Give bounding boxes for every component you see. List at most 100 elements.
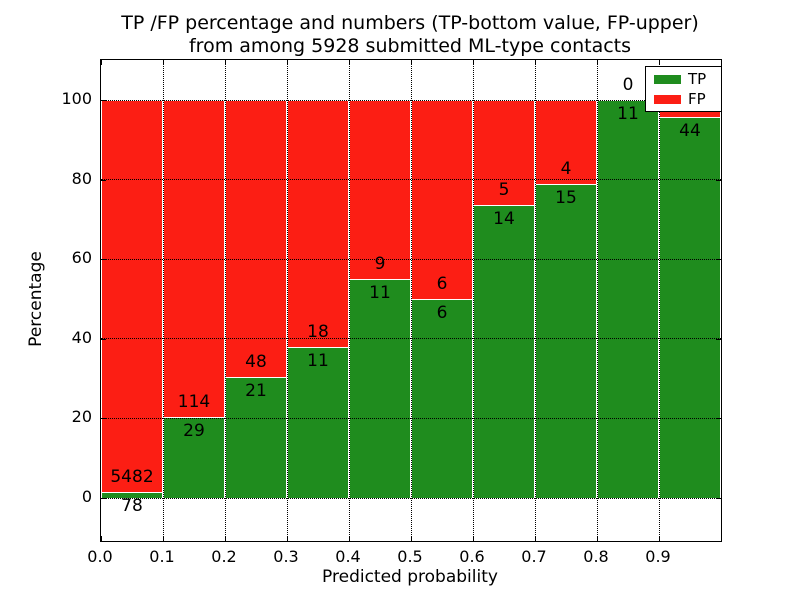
y-tick-label: 0 xyxy=(81,487,92,506)
fp-legend-swatch-icon xyxy=(654,94,681,104)
x-tick-mark xyxy=(473,536,474,541)
x-tick-mark xyxy=(411,60,412,65)
y-tick-mark xyxy=(716,259,721,261)
gridline-vertical xyxy=(162,60,164,541)
y-tick-mark xyxy=(101,418,106,420)
x-tick-mark xyxy=(349,60,350,65)
x-tick-label: 0.8 xyxy=(583,547,609,566)
fp-count-label: 9 xyxy=(374,254,386,275)
y-tick-mark xyxy=(716,338,721,340)
x-tick-mark xyxy=(287,60,288,65)
x-axis-label: Predicted probability xyxy=(322,567,498,587)
x-tick-mark xyxy=(411,536,412,541)
tp-count-label: 11 xyxy=(369,283,391,304)
gridline-vertical xyxy=(658,60,660,541)
tp-bar-segment xyxy=(659,117,721,498)
y-tick-label: 60 xyxy=(71,248,92,268)
legend-row: TP xyxy=(646,71,721,87)
gridline-vertical xyxy=(348,60,350,541)
x-tick-label: 0.7 xyxy=(521,547,547,566)
x-tick-mark xyxy=(101,60,102,65)
tp-count-label: 15 xyxy=(555,187,577,208)
fp-bar-segment xyxy=(287,100,349,348)
tp-bar-segment xyxy=(411,299,473,498)
fp-count-label: 114 xyxy=(177,392,211,413)
x-tick-mark xyxy=(659,60,660,65)
x-tick-label: 0.1 xyxy=(149,547,175,566)
tp-bar-segment xyxy=(349,279,411,498)
x-tick-mark xyxy=(287,536,288,541)
x-tick-mark xyxy=(721,536,722,541)
fp-bar-segment xyxy=(473,100,535,205)
x-tick-label: 0.5 xyxy=(397,547,423,566)
tp-count-label: 11 xyxy=(307,351,329,372)
fp-bar-segment xyxy=(163,100,225,418)
tp-count-label: 21 xyxy=(245,380,267,401)
chart-title-line1: TP /FP percentage and numbers (TP-bottom… xyxy=(121,12,699,34)
y-tick-label: 80 xyxy=(71,168,92,188)
x-tick-mark xyxy=(101,536,102,541)
tp-legend-swatch-icon xyxy=(654,74,681,84)
tp-bar-segment xyxy=(473,204,535,498)
x-tick-mark xyxy=(163,60,164,65)
x-tick-label: 0.6 xyxy=(459,547,485,566)
chart-title-line2: from among 5928 submitted ML-type contac… xyxy=(188,35,632,57)
tp-count-label: 14 xyxy=(493,208,515,229)
x-tick-mark xyxy=(225,60,226,65)
gridline-vertical xyxy=(472,60,474,541)
y-tick-mark xyxy=(716,498,721,499)
tp-count-label: 6 xyxy=(436,303,448,323)
tp-bar-segment xyxy=(287,347,349,498)
x-tick-mark xyxy=(225,536,226,541)
x-tick-mark xyxy=(349,536,350,541)
tp-bar-segment xyxy=(163,417,225,498)
legend-label: FP xyxy=(688,90,706,108)
fp-bar-segment xyxy=(225,100,287,377)
tp-count-label: 29 xyxy=(183,421,205,442)
plot-area: 548278114294821181191166514415011244 xyxy=(100,59,722,542)
x-tick-label: 0.2 xyxy=(211,547,237,566)
tp-count-label: 78 xyxy=(121,496,143,517)
legend: TP FP xyxy=(645,66,722,112)
gridline-vertical xyxy=(224,60,226,541)
fp-count-label: 5 xyxy=(498,179,510,200)
y-tick-label: 40 xyxy=(71,327,92,347)
y-tick-label: 20 xyxy=(71,407,92,427)
x-tick-mark xyxy=(597,536,598,541)
fp-bar-segment xyxy=(101,100,163,493)
tp-count-label: 44 xyxy=(679,121,701,142)
fp-bar-segment xyxy=(349,100,411,280)
x-tick-mark xyxy=(535,536,536,541)
gridline-vertical xyxy=(596,60,598,541)
gridline-vertical xyxy=(410,60,412,541)
fp-bar-segment xyxy=(411,100,473,299)
fp-count-label: 48 xyxy=(245,351,267,372)
tp-count-label: 11 xyxy=(617,104,639,124)
x-tick-mark xyxy=(163,536,164,541)
x-tick-mark xyxy=(597,60,598,65)
y-tick-mark xyxy=(101,498,106,499)
fp-count-label: 6 xyxy=(436,274,448,294)
y-tick-label: 100 xyxy=(61,89,92,108)
x-tick-mark xyxy=(473,60,474,65)
x-tick-label: 0.4 xyxy=(335,547,361,566)
y-tick-mark xyxy=(101,259,106,261)
fp-count-label: 0 xyxy=(622,75,634,95)
x-tick-label: 0.3 xyxy=(273,547,299,566)
fp-count-label: 5482 xyxy=(110,467,154,488)
legend-label: TP xyxy=(688,70,707,88)
y-tick-mark xyxy=(101,100,106,101)
tp-bar-segment xyxy=(535,183,597,498)
x-tick-mark xyxy=(721,60,722,65)
x-tick-mark xyxy=(535,60,536,65)
tp-bar-segment xyxy=(597,100,659,498)
x-tick-label: 0.0 xyxy=(87,547,113,566)
legend-row: FP xyxy=(646,91,721,107)
fp-count-label: 18 xyxy=(307,322,329,343)
y-tick-mark xyxy=(101,179,106,181)
x-tick-mark xyxy=(659,536,660,541)
x-tick-label: 0.9 xyxy=(645,547,671,566)
y-tick-mark xyxy=(716,418,721,420)
fp-count-label: 4 xyxy=(560,158,572,179)
